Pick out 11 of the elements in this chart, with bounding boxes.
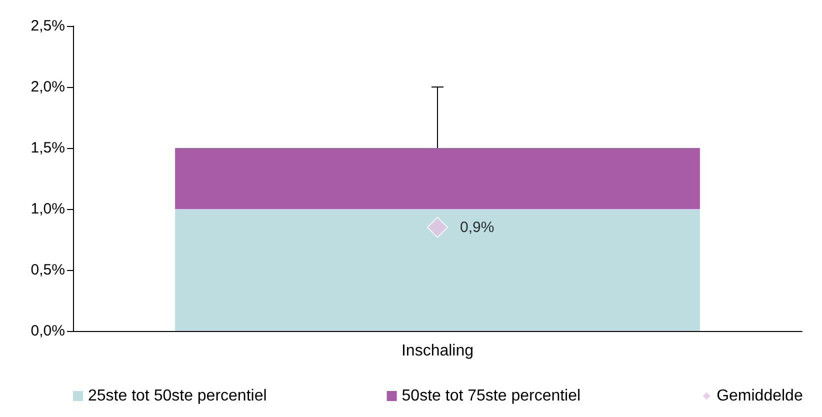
y-tick-label: 2,0%	[30, 78, 65, 96]
y-tick-label: 0,0%	[30, 322, 65, 340]
y-tick-label: 0,5%	[30, 262, 65, 278]
y-tick-label: 2,5%	[30, 18, 65, 34]
legend-label: Gemiddelde	[716, 388, 803, 404]
y-tick-label: 1,5%	[30, 140, 65, 156]
data-label: 0,9%	[460, 218, 494, 236]
y-tick-label: 1,0%	[30, 200, 65, 218]
legend-label: 25ste tot 50ste percentiel	[88, 388, 267, 404]
x-tick-label: Inschaling	[401, 342, 474, 360]
legend-label: 50ste tot 75ste percentiel	[402, 388, 581, 404]
